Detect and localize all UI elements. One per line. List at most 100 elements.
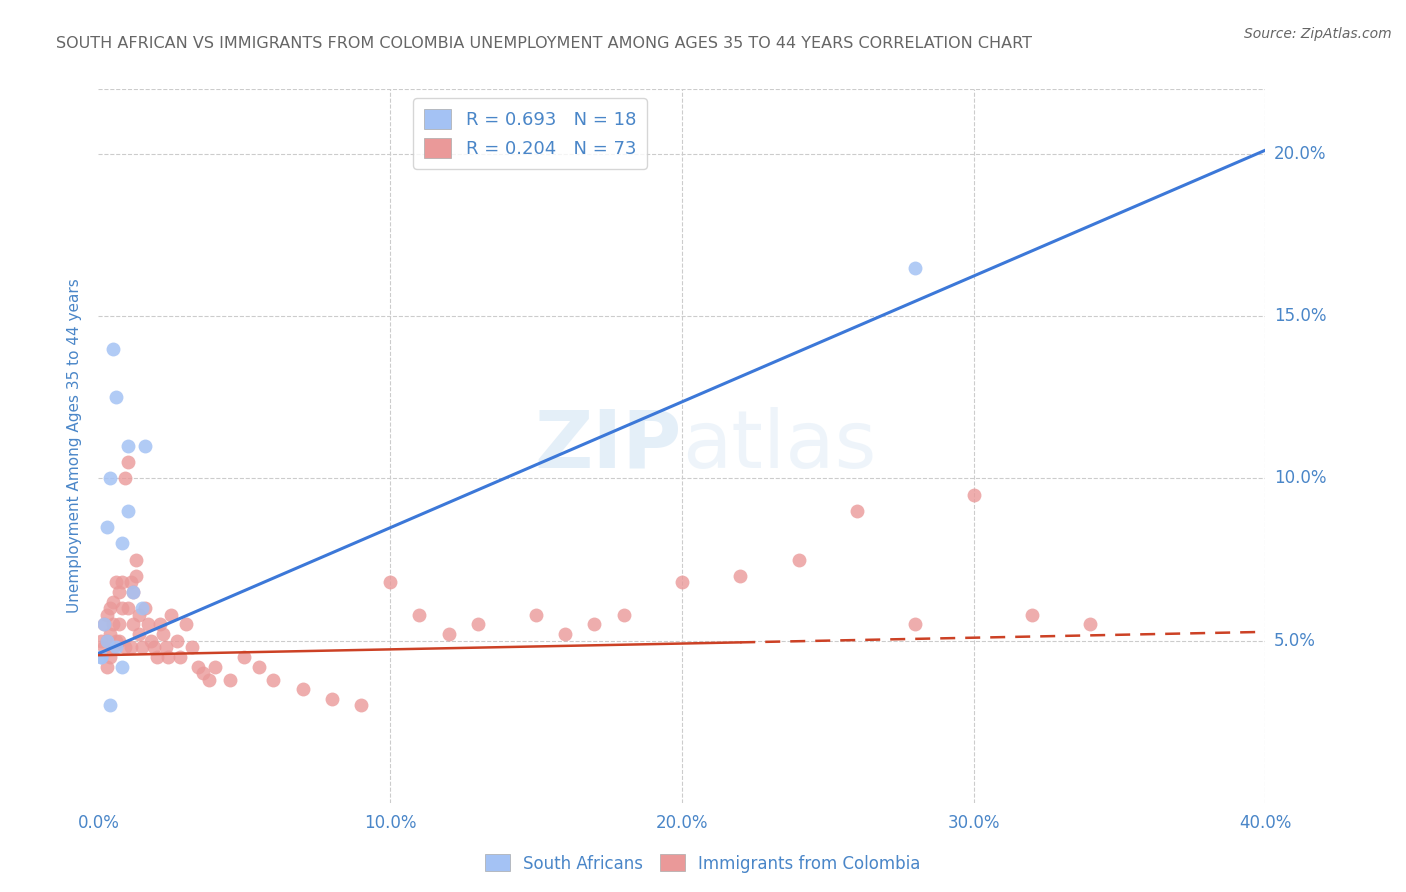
Point — [101, 342, 124, 356]
Point — [146, 649, 169, 664]
Point — [128, 607, 150, 622]
Point — [437, 627, 460, 641]
Point — [218, 673, 240, 687]
Point — [90, 649, 112, 664]
Point — [583, 617, 606, 632]
Point — [962, 488, 984, 502]
Text: ZIP: ZIP — [534, 407, 682, 485]
Point — [108, 585, 131, 599]
Point — [96, 607, 118, 622]
Point — [98, 601, 121, 615]
Point — [125, 552, 148, 566]
Point — [350, 698, 373, 713]
Point — [380, 575, 402, 590]
Text: 40.0%: 40.0% — [1239, 814, 1292, 832]
Point — [671, 575, 693, 590]
Point — [96, 633, 118, 648]
Point — [98, 698, 121, 713]
Point — [114, 471, 136, 485]
Text: Source: ZipAtlas.com: Source: ZipAtlas.com — [1244, 27, 1392, 41]
Text: SOUTH AFRICAN VS IMMIGRANTS FROM COLOMBIA UNEMPLOYMENT AMONG AGES 35 TO 44 YEARS: SOUTH AFRICAN VS IMMIGRANTS FROM COLOMBI… — [56, 36, 1032, 51]
Point — [111, 575, 134, 590]
Point — [157, 649, 180, 664]
Point — [134, 439, 156, 453]
Point — [612, 607, 634, 622]
Point — [117, 439, 139, 453]
Point — [262, 673, 284, 687]
Point — [98, 471, 121, 485]
Point — [114, 640, 136, 654]
Point — [904, 617, 927, 632]
Point — [96, 659, 118, 673]
Point — [193, 666, 215, 681]
Text: atlas: atlas — [682, 407, 876, 485]
Point — [122, 585, 145, 599]
Point — [142, 640, 165, 654]
Point — [128, 627, 150, 641]
Point — [152, 627, 174, 641]
Point — [247, 659, 270, 673]
Text: 20.0%: 20.0% — [655, 814, 709, 832]
Point — [98, 627, 121, 641]
Text: 10.0%: 10.0% — [364, 814, 416, 832]
Point — [787, 552, 810, 566]
Point — [101, 640, 124, 654]
Text: 15.0%: 15.0% — [1274, 307, 1326, 326]
Point — [131, 640, 153, 654]
Point — [131, 601, 153, 615]
Point — [108, 617, 131, 632]
Point — [321, 692, 343, 706]
Point — [1021, 607, 1043, 622]
Legend: South Africans, Immigrants from Colombia: South Africans, Immigrants from Colombia — [478, 847, 928, 880]
Point — [96, 520, 118, 534]
Point — [117, 504, 139, 518]
Point — [101, 617, 124, 632]
Point — [93, 617, 115, 632]
Point — [155, 640, 177, 654]
Point — [104, 575, 127, 590]
Point — [117, 601, 139, 615]
Point — [134, 601, 156, 615]
Point — [104, 390, 127, 404]
Point — [730, 568, 752, 582]
Point — [111, 536, 134, 550]
Point — [125, 568, 148, 582]
Point — [120, 640, 142, 654]
Point — [104, 633, 127, 648]
Text: 5.0%: 5.0% — [1274, 632, 1316, 649]
Point — [104, 640, 127, 654]
Point — [101, 595, 124, 609]
Point — [1080, 617, 1102, 632]
Point — [96, 633, 118, 648]
Point — [111, 601, 134, 615]
Point — [136, 617, 159, 632]
Point — [139, 633, 162, 648]
Text: 0.0%: 0.0% — [77, 814, 120, 832]
Point — [169, 649, 191, 664]
Legend: R = 0.693   N = 18, R = 0.204   N = 73: R = 0.693 N = 18, R = 0.204 N = 73 — [413, 98, 647, 169]
Point — [122, 585, 145, 599]
Point — [904, 260, 927, 275]
Point — [174, 617, 197, 632]
Text: 30.0%: 30.0% — [948, 814, 1000, 832]
Point — [122, 617, 145, 632]
Point — [198, 673, 221, 687]
Point — [93, 640, 115, 654]
Point — [93, 617, 115, 632]
Y-axis label: Unemployment Among Ages 35 to 44 years: Unemployment Among Ages 35 to 44 years — [67, 278, 83, 614]
Point — [524, 607, 547, 622]
Point — [554, 627, 576, 641]
Text: 20.0%: 20.0% — [1274, 145, 1326, 163]
Point — [149, 617, 172, 632]
Point — [120, 575, 142, 590]
Point — [166, 633, 188, 648]
Text: 10.0%: 10.0% — [1274, 469, 1326, 487]
Point — [98, 649, 121, 664]
Point — [187, 659, 209, 673]
Point — [846, 504, 869, 518]
Point — [291, 682, 314, 697]
Point — [233, 649, 256, 664]
Point — [111, 659, 134, 673]
Point — [108, 633, 131, 648]
Point — [117, 455, 139, 469]
